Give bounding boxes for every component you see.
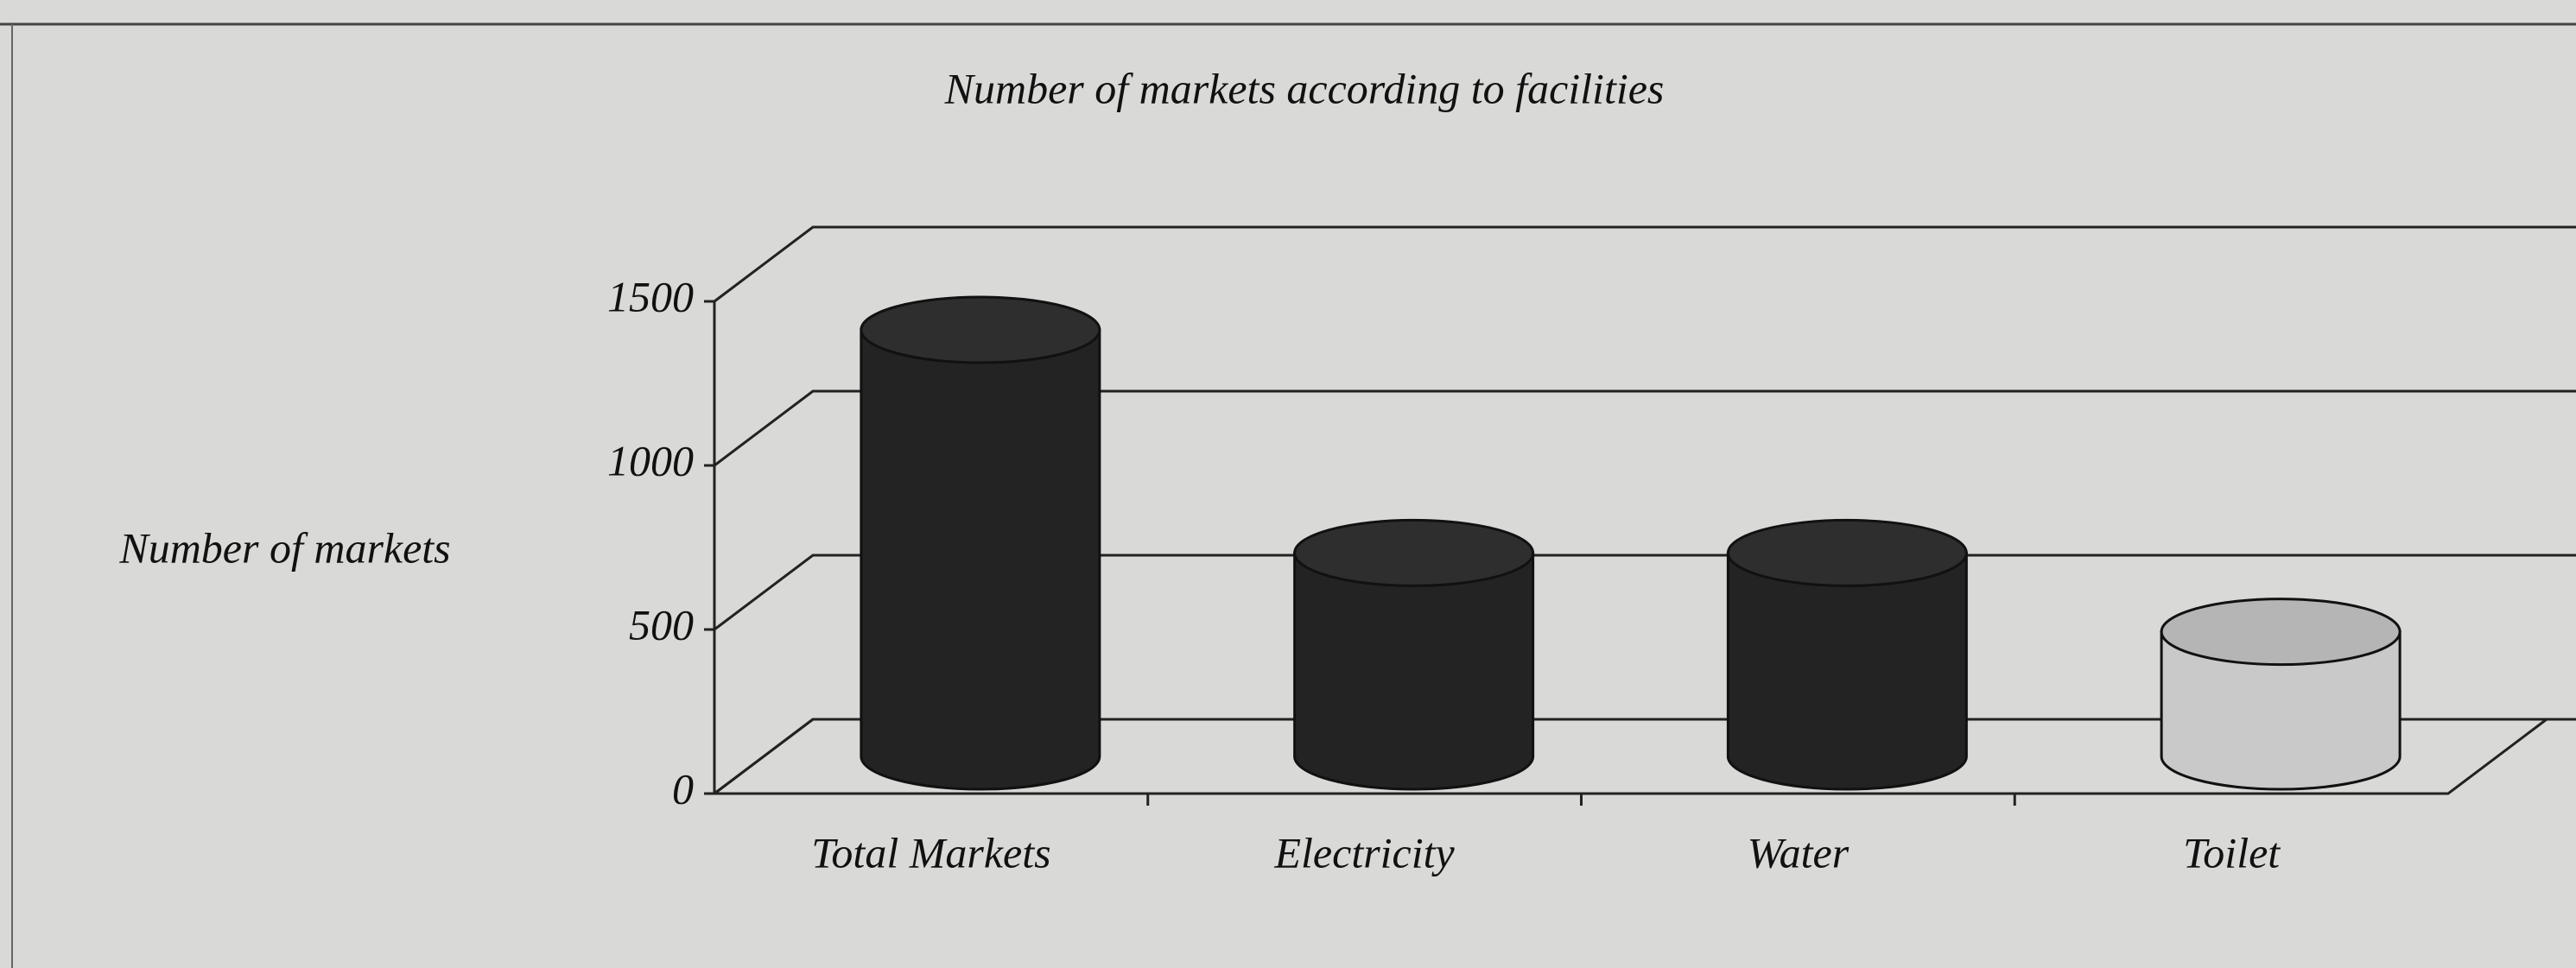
grid-line: [714, 554, 2576, 631]
y-tick-label: 1500: [607, 272, 694, 320]
y-tick-label: 500: [629, 600, 694, 648]
cylinder-top: [2160, 598, 2402, 667]
x-tick-label: Toilet: [2183, 828, 2281, 876]
cylinder-body: [1726, 551, 1968, 791]
chart-title: Number of markets according to facilitie…: [944, 64, 1665, 112]
grid-line: [714, 225, 2576, 303]
grid-line: [714, 389, 2576, 467]
cylinder-top: [860, 295, 1101, 364]
y-axis-label: Number of markets: [118, 523, 450, 572]
y-tick-label: 1000: [607, 436, 694, 484]
x-tick-label: Water: [1748, 828, 1850, 876]
cylinder-body: [2160, 630, 2402, 791]
cylinder-top: [1293, 518, 1535, 587]
cylinder-body: [860, 328, 1101, 791]
y-tick-label: 0: [672, 764, 694, 813]
grid-line: [714, 718, 2576, 795]
cylinder-top: [1726, 518, 1968, 587]
x-tick-label: Electricity: [1274, 828, 1456, 876]
cylinder-body: [1293, 551, 1535, 791]
x-tick-label: Total Markets: [811, 828, 1050, 876]
